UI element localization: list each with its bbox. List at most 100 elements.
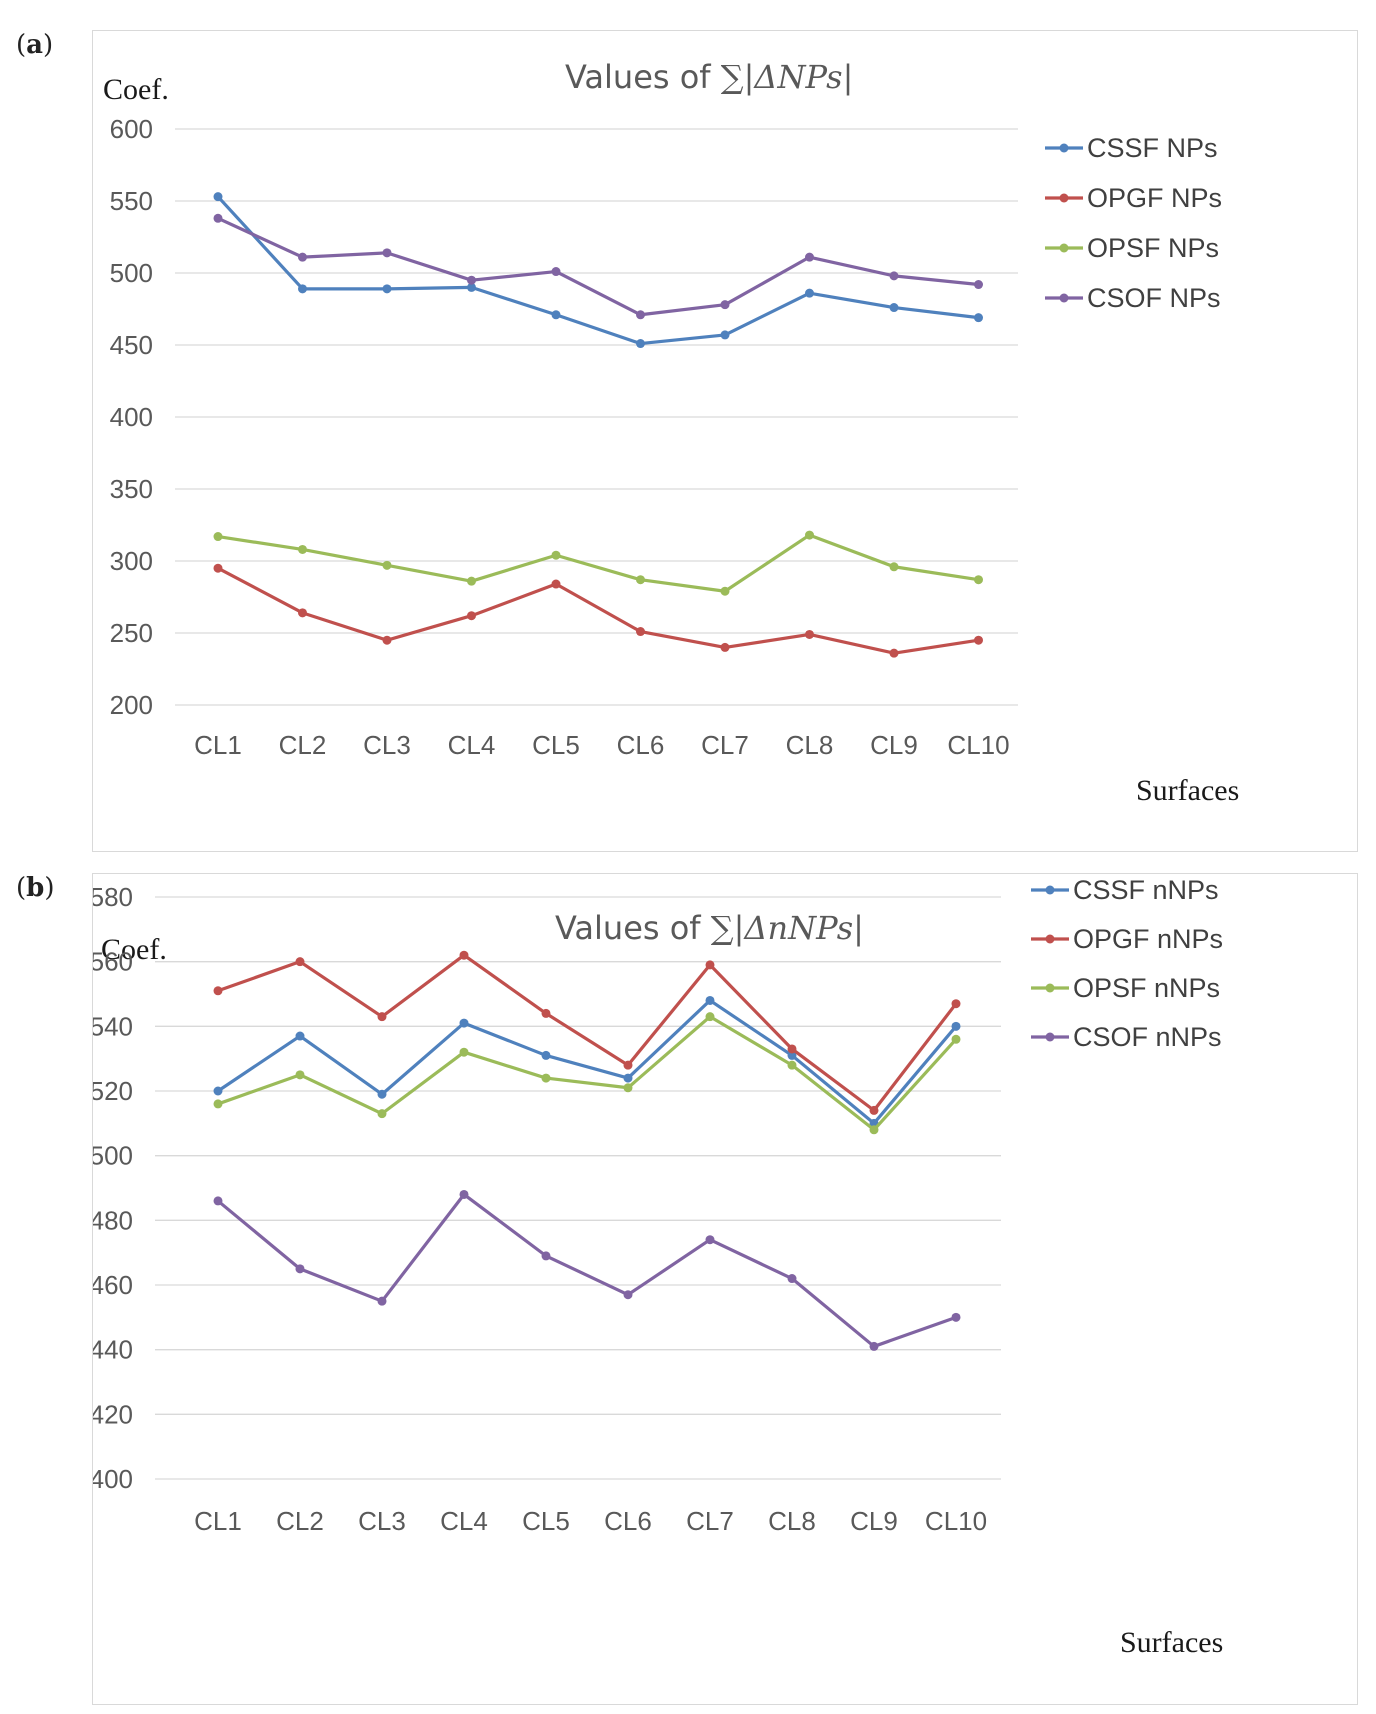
y-tick-label: 400 (93, 1464, 133, 1494)
x-tick-label: CL1 (194, 1506, 242, 1536)
x-tick-label: CL5 (532, 730, 580, 760)
data-point-opgf-nnps (869, 1105, 879, 1115)
data-point-csof-nps (805, 252, 814, 262)
chart-a-frame: Values of ∑|ΔNPs| Coef. Surfaces 200 250 3… (92, 30, 1358, 852)
data-point-opsf-nnps (377, 1109, 387, 1119)
x-tick-label: CL7 (701, 730, 749, 760)
data-point-opgf-nps (213, 563, 223, 573)
data-point-csof-nps (889, 271, 899, 281)
data-point-opgf-nnps (787, 1044, 797, 1054)
chart-b-title: Values of ∑|ΔnNPs| (555, 909, 864, 947)
chart-a-ylabel: Coef. (103, 73, 169, 106)
legend-label: OPSF nNPs (1073, 973, 1220, 1003)
legend-label: CSOF nNPs (1073, 1022, 1222, 1052)
y-tick-label: 500 (93, 1141, 133, 1171)
data-point-opgf-nps (805, 629, 814, 639)
y-tick-label: 540 (93, 1011, 133, 1041)
data-point-opsf-nps (974, 575, 983, 585)
legend-label: OPGF nNPs (1073, 924, 1223, 954)
legend-item-cssf-nnps: CSSF nNPs (1031, 875, 1219, 905)
x-tick-label: CL8 (786, 730, 834, 760)
data-point-csof-nps (974, 280, 983, 290)
legend-label: CSSF NPs (1087, 133, 1218, 163)
data-point-csof-nnps (377, 1296, 387, 1306)
data-point-opsf-nps (636, 575, 645, 585)
data-point-opsf-nnps (541, 1073, 551, 1083)
data-point-cssf-nps (382, 284, 392, 294)
x-tick-label: CL10 (947, 730, 1009, 760)
x-tick-label: CL6 (617, 730, 665, 760)
data-point-cssf-nps (889, 303, 899, 313)
data-point-cssf-nps (213, 192, 223, 202)
data-point-csof-nnps (295, 1264, 305, 1274)
legend-item-csof-nnps: CSOF nNPs (1031, 1022, 1222, 1052)
data-point-opsf-nnps (869, 1125, 879, 1135)
legend-label: CSOF NPs (1087, 283, 1221, 313)
y-tick-label: 550 (110, 186, 153, 216)
legend-label: CSSF nNPs (1073, 875, 1219, 905)
y-tick-label: 440 (93, 1335, 133, 1365)
data-point-opgf-nnps (705, 960, 715, 970)
y-tick-label: 300 (110, 546, 153, 576)
legend-marker (1045, 1032, 1055, 1042)
x-tick-label: CL9 (850, 1506, 898, 1536)
data-point-opsf-nnps (623, 1083, 633, 1093)
x-tick-label: CL6 (604, 1506, 652, 1536)
data-point-opgf-nnps (377, 1012, 387, 1022)
data-point-opgf-nps (974, 635, 983, 645)
legend-item-csof-nps: CSOF NPs (1045, 283, 1221, 313)
y-tick-label: 200 (110, 690, 153, 720)
chart-b-frame: Values of ∑|ΔnNPs| Coef. Surfaces 400 420… (92, 873, 1358, 1705)
data-point-csof-nnps (459, 1189, 469, 1199)
series-line-cssf-nps (216, 195, 979, 346)
x-tick-label: CL1 (194, 730, 242, 760)
data-point-cssf-nnps (951, 1021, 961, 1031)
x-tick-label: CL3 (358, 1506, 406, 1536)
data-point-csof-nnps (787, 1274, 797, 1284)
y-tick-label: 460 (93, 1270, 133, 1300)
data-point-opsf-nnps (459, 1047, 469, 1057)
data-point-cssf-nps (551, 310, 561, 320)
panel-a-label: (a) (16, 30, 54, 60)
data-point-csof-nps (467, 275, 476, 285)
legend-marker (1045, 934, 1055, 944)
data-point-csof-nnps (623, 1290, 633, 1300)
legend-item-opsf-nnps: OPSF nNPs (1031, 973, 1220, 1003)
x-tick-label: CL3 (363, 730, 411, 760)
y-tick-label: 520 (93, 1076, 133, 1106)
x-tick-label: CL4 (440, 1506, 488, 1536)
data-point-cssf-nnps (459, 1018, 469, 1028)
data-point-csof-nps (720, 300, 730, 310)
data-point-cssf-nnps (377, 1089, 387, 1099)
data-point-csof-nnps (213, 1196, 223, 1206)
data-point-opsf-nps (467, 576, 476, 586)
data-point-opgf-nps (636, 627, 645, 637)
data-point-csof-nps (213, 213, 223, 223)
panel-b-label: (b) (16, 873, 55, 903)
data-point-cssf-nnps (705, 995, 715, 1005)
chart-b: Values of ∑|ΔnNPs| Coef. Surfaces 400 420… (93, 875, 1223, 1659)
series-line-csof-nps (217, 216, 979, 317)
data-point-cssf-nnps (295, 1031, 305, 1041)
data-point-opsf-nnps (295, 1070, 305, 1080)
data-point-csof-nnps (541, 1251, 551, 1261)
data-point-opsf-nnps (213, 1099, 223, 1109)
data-point-opsf-nps (213, 532, 223, 542)
data-point-cssf-nps (298, 284, 307, 294)
legend-marker (1059, 143, 1069, 153)
chart-b-xlabel: Surfaces (1120, 1626, 1223, 1659)
data-point-cssf-nnps (213, 1086, 223, 1096)
data-point-opsf-nnps (787, 1060, 797, 1070)
data-point-opgf-nps (382, 635, 392, 645)
x-tick-label: CL4 (448, 730, 496, 760)
data-point-cssf-nps (805, 288, 814, 298)
legend-item-opgf-nps: OPGF NPs (1045, 183, 1222, 213)
data-point-opgf-nnps (459, 950, 469, 960)
legend-label: OPSF NPs (1087, 233, 1219, 263)
y-tick-label: 250 (110, 618, 153, 648)
legend-marker (1059, 193, 1069, 203)
data-point-cssf-nnps (623, 1073, 633, 1083)
data-point-opgf-nnps (295, 957, 305, 967)
x-tick-label: CL7 (686, 1506, 734, 1536)
series-line-opsf-nnps (217, 1015, 958, 1132)
